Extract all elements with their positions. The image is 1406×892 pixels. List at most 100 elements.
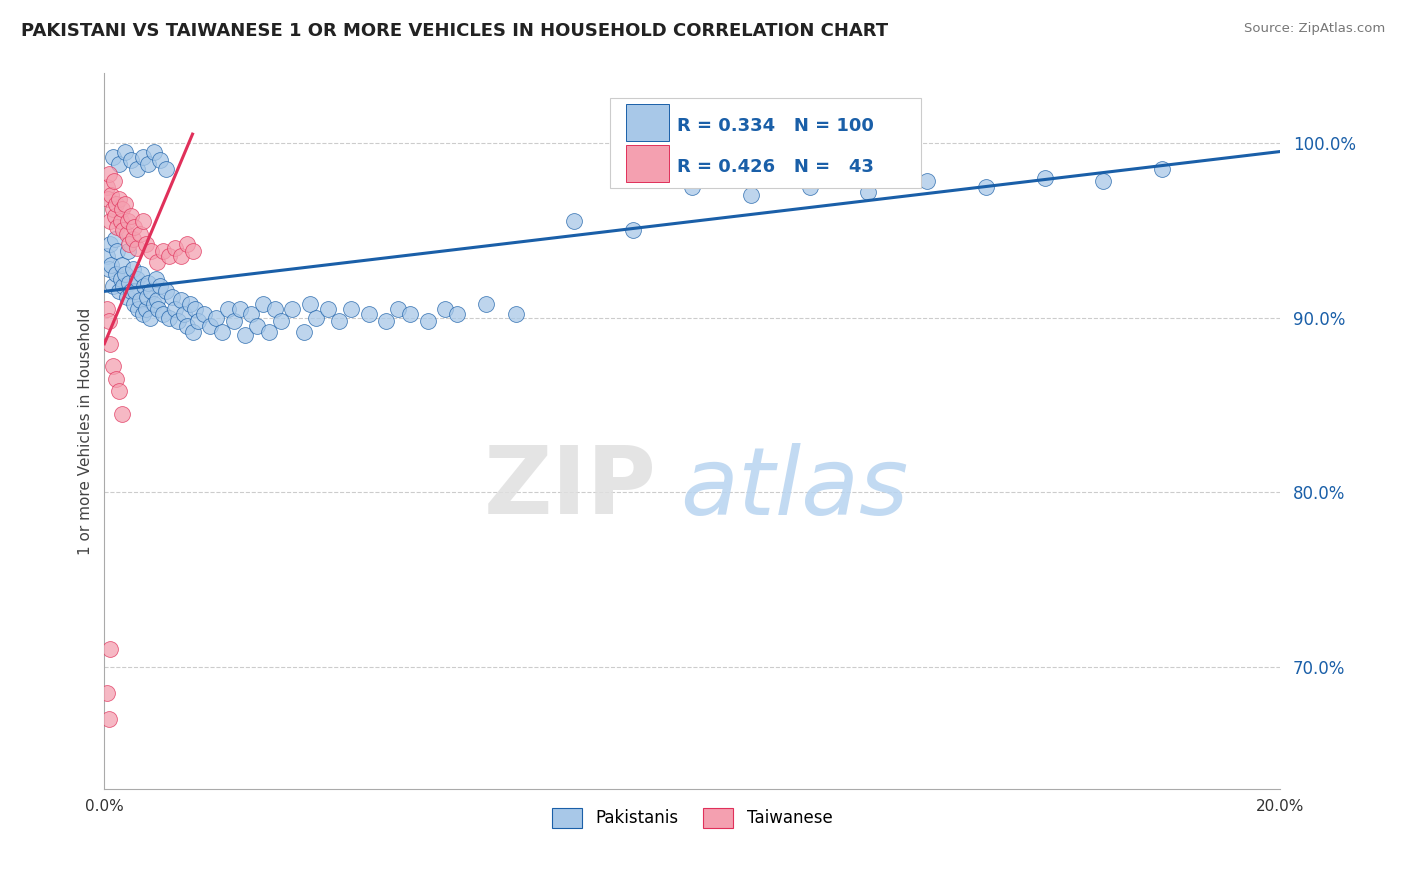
FancyBboxPatch shape	[626, 145, 668, 182]
Point	[328, 314, 350, 328]
FancyBboxPatch shape	[626, 104, 668, 141]
Point	[181, 325, 204, 339]
Point	[1152, 162, 1174, 177]
Point	[416, 314, 439, 328]
Point	[155, 285, 177, 299]
Point	[118, 276, 141, 290]
Point	[149, 279, 172, 293]
Point	[96, 301, 118, 316]
Point	[446, 307, 468, 321]
Point	[316, 301, 339, 316]
Point	[141, 285, 163, 299]
Point	[1033, 170, 1056, 185]
Point	[121, 232, 143, 246]
Point	[387, 301, 409, 316]
Point	[105, 219, 128, 234]
Text: ZIP: ZIP	[484, 442, 657, 534]
Point	[131, 214, 153, 228]
Point	[198, 319, 221, 334]
Point	[121, 261, 143, 276]
Text: atlas: atlas	[681, 443, 908, 534]
Point	[252, 296, 274, 310]
Point	[131, 307, 153, 321]
Point	[146, 293, 169, 307]
Point	[434, 301, 457, 316]
Point	[134, 301, 156, 316]
Point	[357, 307, 380, 321]
Point	[166, 314, 188, 328]
Point	[98, 237, 121, 252]
Point	[114, 145, 136, 159]
Point	[163, 241, 186, 255]
Point	[179, 296, 201, 310]
Point	[141, 244, 163, 259]
Point	[111, 258, 134, 272]
Point	[475, 296, 498, 310]
Point	[98, 261, 121, 276]
Point	[1092, 174, 1115, 188]
Point	[138, 276, 160, 290]
Point	[157, 310, 180, 325]
Point	[155, 162, 177, 177]
Point	[100, 188, 122, 202]
Point	[131, 150, 153, 164]
Point	[505, 307, 527, 321]
Point	[110, 214, 132, 228]
Point	[108, 285, 131, 299]
Point	[96, 249, 118, 263]
Point	[152, 307, 174, 321]
Point	[105, 372, 128, 386]
Point	[235, 328, 257, 343]
Point	[176, 237, 198, 252]
Point	[170, 293, 193, 307]
Point	[299, 296, 322, 310]
Legend: Pakistanis, Taiwanese: Pakistanis, Taiwanese	[546, 801, 839, 835]
Point	[125, 272, 148, 286]
Point	[211, 325, 233, 339]
Point	[104, 209, 127, 223]
Point	[134, 279, 156, 293]
Point	[114, 197, 136, 211]
Point	[173, 307, 195, 321]
Point	[858, 185, 880, 199]
Point	[98, 314, 121, 328]
Point	[160, 289, 183, 303]
Text: R = 0.426   N =   43: R = 0.426 N = 43	[676, 158, 873, 176]
Point	[118, 237, 141, 252]
Point	[270, 314, 292, 328]
Point	[974, 179, 997, 194]
Point	[799, 179, 821, 194]
Point	[143, 296, 166, 310]
Point	[98, 167, 121, 181]
Point	[170, 249, 193, 263]
Point	[740, 188, 762, 202]
Point	[98, 214, 121, 228]
Point	[621, 223, 644, 237]
Point	[340, 301, 363, 316]
Point	[146, 254, 169, 268]
Point	[149, 153, 172, 168]
Point	[120, 209, 142, 223]
Point	[108, 157, 131, 171]
Point	[281, 301, 304, 316]
Point	[96, 686, 118, 700]
Point	[915, 174, 938, 188]
Point	[104, 232, 127, 246]
Point	[125, 241, 148, 255]
Point	[112, 223, 135, 237]
Point	[125, 162, 148, 177]
Point	[110, 272, 132, 286]
Point	[375, 314, 398, 328]
Point	[108, 384, 131, 398]
Point	[103, 359, 125, 374]
FancyBboxPatch shape	[610, 98, 921, 187]
Point	[240, 307, 263, 321]
Point	[222, 314, 245, 328]
Point	[122, 219, 145, 234]
Point	[124, 285, 146, 299]
Point	[143, 145, 166, 159]
Text: Source: ZipAtlas.com: Source: ZipAtlas.com	[1244, 22, 1385, 36]
Point	[128, 293, 150, 307]
Point	[117, 244, 139, 259]
Point	[114, 267, 136, 281]
